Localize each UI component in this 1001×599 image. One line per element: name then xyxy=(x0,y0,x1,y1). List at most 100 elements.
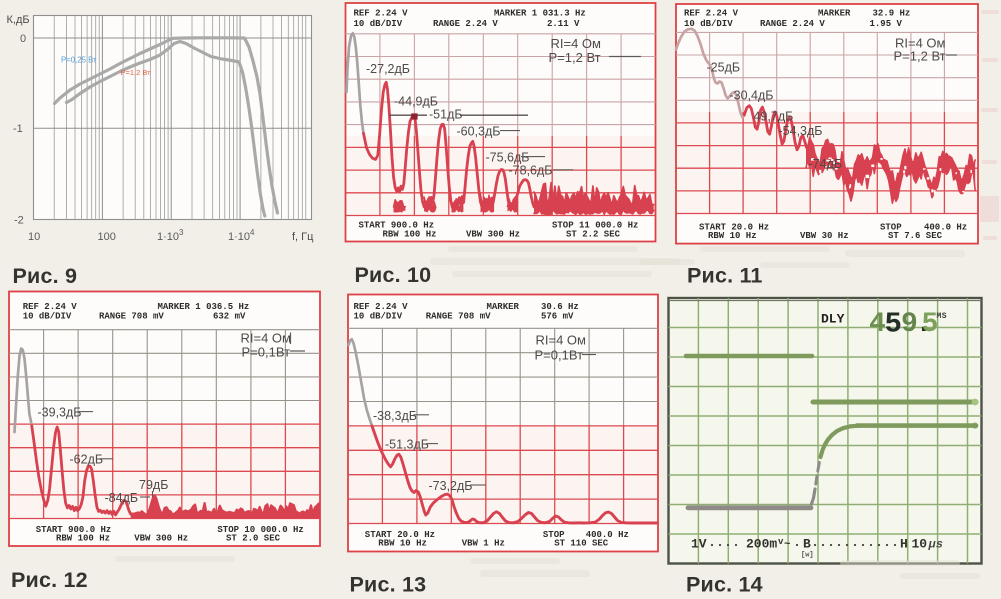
svg-text:400.0 Hz: 400.0 Hz xyxy=(924,223,967,233)
svg-text:1·104: 1·104 xyxy=(228,228,255,243)
svg-text:1V: 1V xyxy=(691,537,707,552)
svg-text:-1: -1 xyxy=(13,123,23,135)
svg-text:[w]: [w] xyxy=(801,552,814,560)
svg-text:VBW 30 Hz: VBW 30 Hz xyxy=(800,231,849,241)
svg-text:P=1,2 Вт: P=1,2 Вт xyxy=(121,68,152,77)
svg-text:32.9 Hz: 32.9 Hz xyxy=(873,9,911,19)
svg-text:-39,3дБ: -39,3дБ xyxy=(38,405,82,419)
svg-text:200m: 200m xyxy=(746,537,777,552)
svg-text:RI=4 Ом: RI=4 Ом xyxy=(241,331,292,346)
svg-text:STOP 11 000.0 Hz: STOP 11 000.0 Hz xyxy=(552,221,638,231)
svg-text:-30,4дБ: -30,4дБ xyxy=(730,89,774,103)
svg-text:-54,3дБ: -54,3дБ xyxy=(779,124,823,138)
svg-text:-38,3дБ: -38,3дБ xyxy=(373,409,417,423)
svg-text:RANGE 2.24 V: RANGE 2.24 V xyxy=(433,19,498,29)
svg-text:MARKER: MARKER xyxy=(487,302,520,312)
svg-text:Рис. 9: Рис. 9 xyxy=(13,264,78,288)
svg-text:REF 2.24 V: REF 2.24 V xyxy=(684,9,739,19)
svg-text:STOP: STOP xyxy=(880,223,902,233)
svg-text:DLY: DLY xyxy=(821,312,845,327)
svg-text:2.11 V: 2.11 V xyxy=(547,19,580,29)
svg-text:START 900.0 Hz: START 900.0 Hz xyxy=(36,525,112,535)
svg-text:Рис. 10: Рис. 10 xyxy=(355,263,432,287)
svg-text:Рис. 13: Рис. 13 xyxy=(350,573,427,597)
svg-text:P=0,25 Вт: P=0,25 Вт xyxy=(61,56,97,65)
svg-text:-78,6дБ: -78,6дБ xyxy=(509,163,553,177)
svg-text:VBW 300 Hz: VBW 300 Hz xyxy=(134,534,188,544)
svg-text:STOP 10 000.0 Hz: STOP 10 000.0 Hz xyxy=(217,525,303,535)
svg-text:RBW 10 Hz: RBW 10 Hz xyxy=(378,538,427,548)
svg-text:~: ~ xyxy=(784,539,791,551)
svg-text:-84дБ: -84дБ xyxy=(105,491,139,505)
svg-text:STOP: STOP xyxy=(543,530,565,540)
svg-text:4: 4 xyxy=(869,309,886,340)
svg-text:VBW 300 Hz: VBW 300 Hz xyxy=(466,229,520,239)
svg-text:ST 2.2 SEC: ST 2.2 SEC xyxy=(566,229,621,239)
svg-text:-74дБ: -74дБ xyxy=(809,157,843,171)
svg-text:Рис. 14: Рис. 14 xyxy=(686,573,763,597)
svg-text:576 mV: 576 mV xyxy=(541,312,574,322)
svg-text:RANGE 2.24 V: RANGE 2.24 V xyxy=(760,19,825,29)
svg-text:-51дБ: -51дБ xyxy=(429,108,463,122)
svg-text:VBW 1 Hz: VBW 1 Hz xyxy=(462,538,505,548)
svg-text:-75,6дБ: -75,6дБ xyxy=(486,150,530,164)
svg-text:100: 100 xyxy=(98,231,116,243)
svg-text:RI=4 Ом: RI=4 Ом xyxy=(551,36,602,51)
svg-text:H: H xyxy=(900,537,908,552)
svg-text:v: v xyxy=(778,537,784,547)
svg-text:10 dB/DIV: 10 dB/DIV xyxy=(23,312,72,322)
svg-text:B: B xyxy=(803,537,811,552)
svg-text:ST 110 SEC: ST 110 SEC xyxy=(554,538,609,548)
svg-text:К,дБ: К,дБ xyxy=(7,14,30,26)
svg-text:9: 9 xyxy=(901,309,918,340)
svg-text:ST 2.0 SEC: ST 2.0 SEC xyxy=(226,534,281,544)
svg-text:-73,2дБ: -73,2дБ xyxy=(429,479,473,493)
svg-text:μs: μs xyxy=(928,538,943,552)
svg-text:P=0,1Вт: P=0,1Вт xyxy=(242,344,291,359)
svg-text:RBW 10 Hz: RBW 10 Hz xyxy=(708,231,757,241)
svg-text:10 dB/DIV: 10 dB/DIV xyxy=(684,19,733,29)
svg-text:-27,2дБ: -27,2дБ xyxy=(366,62,410,76)
svg-text:RI=4 Ом: RI=4 Ом xyxy=(536,333,587,348)
svg-text:START 20.0 Hz: START 20.0 Hz xyxy=(365,530,435,540)
svg-text:30.6 Hz: 30.6 Hz xyxy=(541,302,579,312)
svg-text:-44,9дБ: -44,9дБ xyxy=(394,95,438,109)
svg-text:REF 2.24 V: REF 2.24 V xyxy=(354,302,409,312)
svg-text:-25дБ: -25дБ xyxy=(707,61,741,75)
svg-text:P=1,2 Вт: P=1,2 Вт xyxy=(894,49,946,64)
svg-text:Рис. 12: Рис. 12 xyxy=(11,568,88,592)
svg-text:400.0 Hz: 400.0 Hz xyxy=(586,530,629,540)
svg-text:-2: -2 xyxy=(14,215,24,227)
svg-text:10: 10 xyxy=(28,231,40,243)
svg-text:START 900.0 Hz: START 900.0 Hz xyxy=(359,221,435,231)
svg-text:-60,3дБ: -60,3дБ xyxy=(457,124,501,138)
svg-text:.: . xyxy=(916,309,933,340)
svg-text:MS: MS xyxy=(937,312,948,321)
svg-text:5: 5 xyxy=(885,308,902,341)
svg-text:-62дБ: -62дБ xyxy=(70,453,104,467)
svg-text:RBW 100 Hz: RBW 100 Hz xyxy=(383,229,437,239)
svg-text:49,7дБ: 49,7дБ xyxy=(754,110,794,124)
svg-text:-51,3дБ: -51,3дБ xyxy=(385,437,429,451)
svg-text:10 dB/DIV: 10 dB/DIV xyxy=(354,312,403,322)
svg-text:0: 0 xyxy=(20,33,26,45)
svg-text:79дБ: 79дБ xyxy=(139,478,168,492)
svg-text:P=0,1Вт: P=0,1Вт xyxy=(535,348,584,363)
svg-text:f, Гц: f, Гц xyxy=(292,231,314,243)
svg-text:632 mV: 632 mV xyxy=(213,312,246,322)
svg-text:RBW 100 Hz: RBW 100 Hz xyxy=(56,534,110,544)
svg-text:10 dB/DIV: 10 dB/DIV xyxy=(354,19,403,29)
svg-text:5: 5 xyxy=(922,309,939,340)
svg-text:RI=4 Ом: RI=4 Ом xyxy=(895,35,946,50)
svg-text:P=1,2 Вт: P=1,2 Вт xyxy=(549,50,601,65)
svg-text:Рис. 11: Рис. 11 xyxy=(687,264,763,288)
svg-text:1·103: 1·103 xyxy=(157,228,184,243)
svg-text:1.95 V: 1.95 V xyxy=(870,19,903,29)
svg-text:MARKER: MARKER xyxy=(818,9,851,19)
svg-text:RANGE 708 mV: RANGE 708 mV xyxy=(426,312,491,322)
svg-text:10: 10 xyxy=(912,537,928,552)
svg-text:MARKER 1 036.5 Hz: MARKER 1 036.5 Hz xyxy=(158,302,250,312)
svg-text:MARKER 1 031.3 Hz: MARKER 1 031.3 Hz xyxy=(494,9,586,19)
svg-text:ST 7.6 SEC: ST 7.6 SEC xyxy=(888,231,943,241)
svg-text:REF 2.24 V: REF 2.24 V xyxy=(354,9,409,19)
